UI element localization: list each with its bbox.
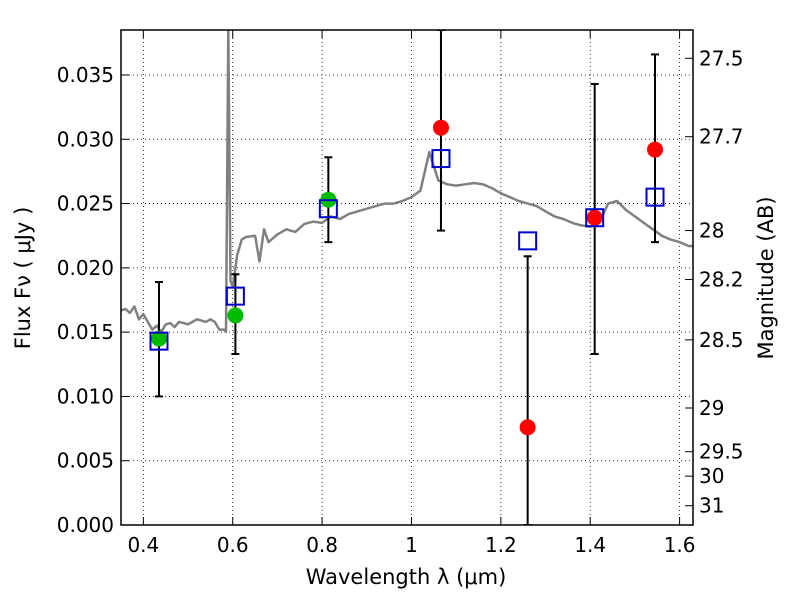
red-photometry-point — [647, 141, 664, 158]
grid — [121, 30, 693, 526]
y-axis: 0.000 0.005 0.010 0.015 0.020 0.025 0.030 0.035 — [57, 63, 129, 537]
model-flux-box — [225, 286, 245, 306]
model-flux-box — [645, 187, 665, 207]
x-axis-label: Wavelength λ (μm) — [306, 565, 507, 589]
model-flux-box — [585, 208, 605, 228]
green-photometry-point — [150, 330, 167, 347]
y-tick-label: 0.005 — [57, 449, 114, 473]
right-tick-label: 28 — [699, 219, 724, 243]
y-tick-label: 0.010 — [57, 384, 114, 408]
model-flux-box — [149, 331, 169, 351]
x-tick-label: 1 — [405, 533, 418, 557]
right-tick-label: 31 — [699, 494, 724, 518]
right-tick-label: 30 — [699, 464, 724, 488]
x-tick-label: 1.6 — [664, 533, 696, 557]
right-axis: 27.5 27.7 28 28.2 28.5 29 29.530 31 — [685, 46, 744, 518]
model-flux-box — [431, 149, 451, 169]
y-tick-label: 0.020 — [57, 256, 114, 280]
model-flux-box — [318, 199, 338, 219]
x-tick-label: 1.4 — [574, 533, 606, 557]
right-tick-label: 28.5 — [699, 328, 744, 352]
red-photometry-point — [519, 419, 536, 436]
right-tick-label: 29 — [699, 396, 724, 420]
y-axis-label: Flux Fν ( μJy ) — [11, 207, 35, 350]
right-tick-label: 28.2 — [699, 267, 744, 291]
spectrum-series — [121, 30, 693, 334]
spectrum-line — [121, 30, 693, 334]
right-tick-label: 27.5 — [699, 46, 744, 70]
plot-frame — [120, 29, 694, 526]
y-tick-label: 0.035 — [57, 63, 114, 87]
x-axis: 0.4 0.6 0.8 1 1.2 1.4 1.6 — [127, 30, 696, 557]
y-tick-label: 0.015 — [57, 320, 114, 344]
right-tick-label: 27.7 — [699, 125, 744, 149]
x-tick-label: 0.8 — [306, 533, 338, 557]
x-tick-label: 1.2 — [485, 533, 517, 557]
red-photometry-point — [586, 209, 603, 226]
data-points — [149, 119, 665, 436]
red-photometry-point — [432, 119, 449, 136]
model-flux-box — [518, 231, 538, 251]
y-tick-label: 0.000 — [57, 513, 114, 537]
x-tick-label: 0.6 — [217, 533, 249, 557]
y-tick-label: 0.030 — [57, 127, 114, 151]
right-axis-label: Magnitude (AB) — [754, 196, 778, 359]
y-tick-label: 0.025 — [57, 192, 114, 216]
right-tick-label: 29.5 — [699, 440, 744, 464]
x-tick-label: 0.4 — [127, 533, 159, 557]
green-photometry-point — [227, 307, 244, 324]
